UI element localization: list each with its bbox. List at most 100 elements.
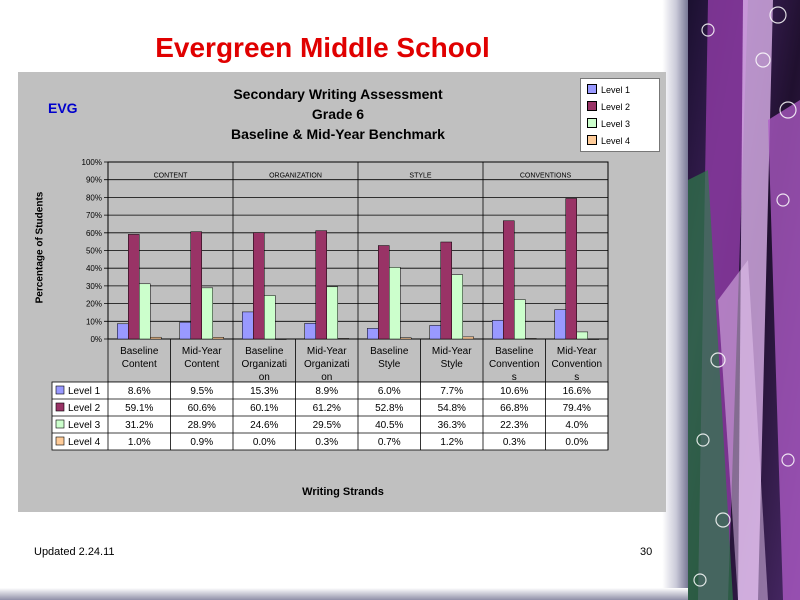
y-tick-label: 20% bbox=[86, 300, 102, 309]
data-label: 79.4% bbox=[563, 403, 591, 414]
bar bbox=[201, 287, 213, 340]
bar bbox=[190, 231, 202, 340]
bar bbox=[378, 245, 390, 340]
chart-legend: Level 1 Level 2 Level 3 Level 4 bbox=[580, 78, 660, 152]
bar bbox=[389, 267, 401, 340]
bar bbox=[212, 337, 224, 340]
data-label: 16.6% bbox=[563, 386, 591, 397]
slide-title: Evergreen Middle School bbox=[155, 32, 490, 63]
category-label: s bbox=[574, 372, 579, 383]
page-number: 30 bbox=[640, 546, 653, 558]
data-label: 60.1% bbox=[250, 403, 278, 414]
y-tick-label: 30% bbox=[86, 282, 102, 291]
category-label: Baseline bbox=[120, 346, 159, 357]
category-label: Mid-Year bbox=[307, 346, 347, 357]
y-tick-label: 10% bbox=[86, 317, 102, 326]
y-tick-label: 90% bbox=[86, 176, 102, 185]
data-label: 28.9% bbox=[188, 420, 216, 431]
data-label: 40.5% bbox=[375, 420, 403, 431]
bar bbox=[440, 241, 452, 340]
y-tick-label: 40% bbox=[86, 264, 102, 273]
data-label: 24.6% bbox=[250, 420, 278, 431]
bar bbox=[275, 338, 287, 340]
category-label: Mid-Year bbox=[557, 346, 597, 357]
bar bbox=[587, 338, 599, 340]
table-legend-swatch bbox=[55, 436, 65, 446]
table-legend-swatch bbox=[55, 419, 65, 429]
chart-title-line-2: Grade 6 bbox=[311, 106, 365, 122]
group-label: STYLE bbox=[409, 173, 432, 180]
data-label: 10.6% bbox=[500, 386, 528, 397]
legend-item-level-4: Level 4 bbox=[587, 134, 630, 148]
chart-title-line-1: Secondary Writing Assessment bbox=[233, 86, 443, 102]
chart-area: EVG Secondary Writing Assessment Grade 6… bbox=[18, 72, 666, 512]
y-tick-label: 100% bbox=[82, 158, 102, 167]
bar bbox=[150, 336, 162, 340]
data-label: 22.3% bbox=[500, 420, 528, 431]
data-label: 66.8% bbox=[500, 403, 528, 414]
data-label: 0.0% bbox=[253, 437, 276, 448]
legend-swatch bbox=[587, 84, 597, 94]
bar bbox=[117, 323, 129, 340]
slide-bottom-shadow bbox=[0, 588, 690, 600]
bar bbox=[304, 322, 316, 340]
data-label: 1.0% bbox=[128, 437, 151, 448]
bar bbox=[139, 283, 151, 340]
bar bbox=[514, 299, 526, 340]
data-label: 6.0% bbox=[378, 386, 401, 397]
data-label: 31.2% bbox=[125, 420, 153, 431]
category-label: Convention bbox=[489, 359, 540, 370]
legend-swatch bbox=[587, 101, 597, 111]
category-label: Style bbox=[378, 359, 401, 370]
category-label: Style bbox=[441, 359, 464, 370]
group-label: ORGANIZATION bbox=[269, 173, 322, 180]
data-label: 0.9% bbox=[190, 437, 213, 448]
bar bbox=[337, 338, 349, 340]
bar bbox=[576, 331, 588, 340]
category-label: Organizati bbox=[241, 359, 287, 370]
bar bbox=[462, 336, 474, 340]
chart-title-line-3: Baseline & Mid-Year Benchmark bbox=[231, 126, 445, 142]
data-label: 60.6% bbox=[188, 403, 216, 414]
data-label: 0.3% bbox=[315, 437, 338, 448]
category-label: on bbox=[321, 372, 332, 383]
category-label: Organizati bbox=[304, 359, 350, 370]
data-label: 0.0% bbox=[565, 437, 588, 448]
bar bbox=[525, 338, 537, 340]
table-series-name: Level 2 bbox=[68, 403, 101, 414]
bar bbox=[264, 295, 276, 340]
legend-item-level-3: Level 3 bbox=[587, 117, 630, 131]
bar bbox=[253, 232, 265, 340]
bar bbox=[128, 234, 140, 340]
school-badge: EVG bbox=[48, 100, 78, 116]
data-label: 9.5% bbox=[190, 386, 213, 397]
legend-item-level-1: Level 1 bbox=[587, 83, 630, 97]
category-label: Baseline bbox=[370, 346, 409, 357]
data-label: 54.8% bbox=[438, 403, 466, 414]
data-label: 0.7% bbox=[378, 437, 401, 448]
category-label: Baseline bbox=[245, 346, 284, 357]
data-label: 61.2% bbox=[313, 403, 341, 414]
legend-item-level-2: Level 2 bbox=[587, 100, 630, 114]
y-tick-label: 60% bbox=[86, 229, 102, 238]
data-label: 4.0% bbox=[565, 420, 588, 431]
category-label: s bbox=[512, 372, 517, 383]
group-label: CONTENT bbox=[154, 173, 189, 180]
category-label: Content bbox=[184, 359, 219, 370]
y-tick-label: 50% bbox=[86, 247, 102, 256]
bar bbox=[451, 274, 463, 340]
category-label: Mid-Year bbox=[182, 346, 222, 357]
data-label: 0.3% bbox=[503, 437, 526, 448]
data-label: 59.1% bbox=[125, 403, 153, 414]
category-label: Baseline bbox=[495, 346, 534, 357]
legend-swatch bbox=[587, 135, 597, 145]
data-label: 36.3% bbox=[438, 420, 466, 431]
bar bbox=[565, 198, 577, 340]
x-axis-label: Writing Strands bbox=[302, 486, 384, 498]
y-tick-label: 70% bbox=[86, 211, 102, 220]
bar bbox=[326, 286, 338, 340]
data-label: 52.8% bbox=[375, 403, 403, 414]
table-series-name: Level 3 bbox=[68, 420, 101, 431]
data-label: 8.9% bbox=[315, 386, 338, 397]
bar bbox=[179, 321, 191, 340]
